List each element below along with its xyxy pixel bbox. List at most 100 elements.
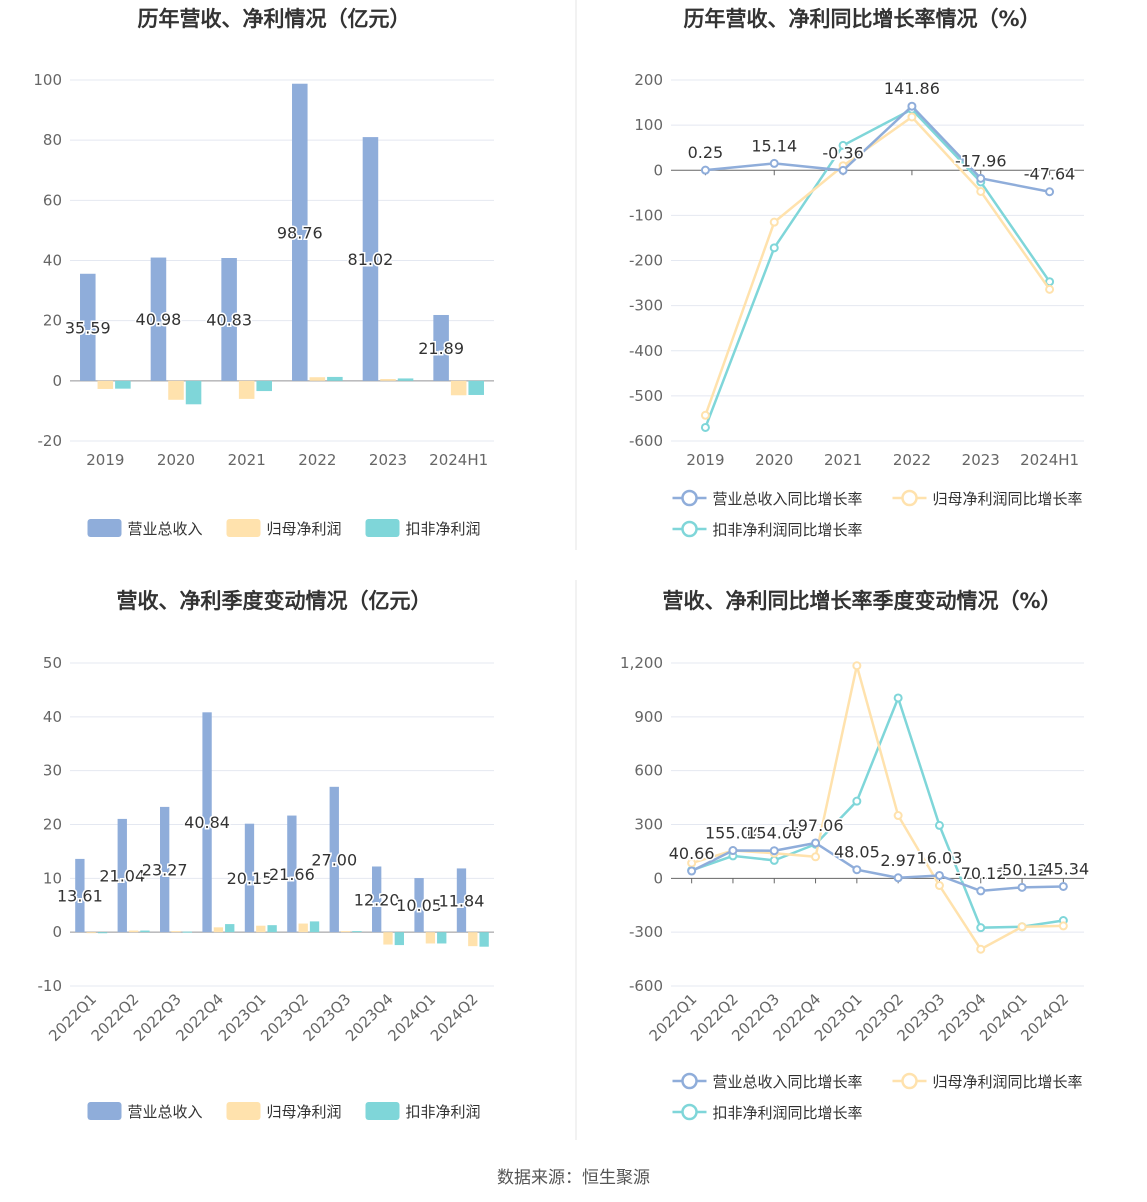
y-tick-label: 30	[43, 762, 62, 780]
data-label: 13.61	[57, 887, 103, 906]
chart-title: 营收、净利同比增长率季度变动情况（%）	[662, 589, 1061, 613]
line-series-1	[705, 104, 1050, 193]
data-label: 2.97	[880, 851, 916, 870]
bar-2	[309, 377, 326, 381]
line-point-3	[769, 243, 779, 253]
data-label: 15.14	[751, 136, 797, 155]
x-tick-label: 2023	[369, 451, 407, 469]
data-label: 27.00	[311, 850, 357, 869]
line-point-2	[852, 661, 862, 671]
bar-3	[394, 932, 404, 946]
bar-1	[221, 258, 237, 381]
legend-swatch	[901, 489, 918, 507]
line-point-1	[811, 838, 821, 848]
bar-1	[80, 273, 96, 381]
bar-1	[150, 257, 167, 381]
bar-3	[437, 932, 447, 944]
bar-3	[479, 932, 489, 947]
y-tick-label: 100	[634, 116, 663, 134]
line-point-1	[769, 158, 779, 168]
data-label: -0.36	[822, 143, 863, 162]
line-point-2	[907, 112, 917, 122]
y-tick-label: 0	[52, 372, 62, 390]
line-point-1	[1045, 187, 1055, 197]
line-point-1	[976, 886, 986, 896]
y-tick-label: 40	[43, 708, 62, 726]
y-tick-label: -10	[38, 977, 63, 995]
bar-2	[171, 931, 181, 933]
data-label: 98.76	[277, 223, 323, 242]
line-point-2	[893, 811, 903, 821]
data-label: -70.12	[955, 864, 1007, 883]
y-tick-label: -600	[629, 432, 663, 450]
chart-title: 历年营收、净利同比增长率情况（%）	[683, 7, 1040, 31]
bar-3	[140, 930, 150, 933]
legend-label: 归母净利润同比增长率	[933, 1073, 1083, 1091]
bar-1	[456, 868, 467, 933]
bar-2	[213, 927, 224, 933]
legend-label: 扣非净利润同比增长率	[713, 1104, 863, 1122]
line-point-1	[838, 165, 848, 175]
bar-2	[86, 932, 96, 934]
bar-2	[340, 931, 351, 933]
line-point-3	[852, 796, 862, 806]
bar-1	[433, 314, 449, 381]
data-label: 197.06	[788, 816, 844, 835]
line-point-2	[700, 410, 710, 420]
legend-label: 扣非净利润	[406, 1103, 481, 1121]
y-tick-label: 20	[43, 816, 62, 834]
x-tick-label: 2019	[686, 451, 724, 469]
y-tick-label: 600	[634, 762, 663, 780]
y-tick-label: -400	[629, 342, 663, 360]
legend-swatch	[87, 519, 122, 537]
legend-label: 归母净利润同比增长率	[933, 490, 1083, 508]
data-label: 40.84	[184, 813, 230, 832]
legend-swatch	[365, 1102, 400, 1120]
chart-4: 营收、净利同比增长率季度变动情况（%） 1,200 900 600 300 0 -300 -6…	[620, 589, 1091, 1122]
x-tick-label: 2021	[228, 451, 266, 469]
bar-2	[380, 379, 396, 381]
data-label: -50.12	[996, 860, 1048, 879]
line-point-1	[934, 870, 944, 880]
data-label: 40.98	[136, 310, 182, 329]
legend-label: 营业总收入	[128, 520, 203, 538]
line-point-2	[1058, 921, 1068, 931]
bar-2	[298, 923, 308, 933]
data-label: 20.15	[227, 869, 273, 888]
bar-1	[244, 823, 255, 933]
x-tick-label: 2022	[298, 451, 336, 469]
line-point-3	[934, 820, 944, 830]
bar-1	[362, 137, 379, 381]
x-tick-label: 2023	[962, 451, 1000, 469]
bar-3	[309, 921, 320, 933]
line-series-2	[704, 115, 1051, 416]
y-tick-label: 50	[43, 654, 62, 672]
x-tick-label: 2024H1	[429, 451, 488, 469]
bar-1	[372, 866, 382, 933]
data-label: 21.89	[418, 339, 464, 358]
legend: 营业总收入 归母净利润 扣非净利润	[87, 1102, 481, 1121]
bar-1	[75, 858, 85, 933]
line-point-2	[769, 217, 779, 227]
y-tick-label: -300	[629, 297, 663, 315]
legend-label: 扣非净利润同比增长率	[713, 521, 863, 539]
y-tick-label: 1,200	[620, 654, 663, 672]
bar-1	[292, 83, 308, 381]
bar-2	[425, 932, 436, 944]
line-point-1	[893, 873, 903, 883]
data-label: 11.84	[439, 891, 485, 910]
bar-3	[115, 380, 131, 389]
legend-label: 归母净利润	[267, 1103, 342, 1121]
line-point-3	[838, 140, 848, 150]
line-point-3	[769, 855, 779, 865]
line-point-1	[976, 173, 986, 183]
line-point-1	[687, 866, 697, 876]
legend-label: 营业总收入同比增长率	[713, 490, 863, 508]
data-label: 0.25	[688, 143, 724, 162]
y-tick-label: -200	[629, 252, 663, 270]
data-label: 48.05	[834, 843, 880, 862]
bar-3	[97, 932, 108, 934]
bar-2	[450, 380, 467, 396]
